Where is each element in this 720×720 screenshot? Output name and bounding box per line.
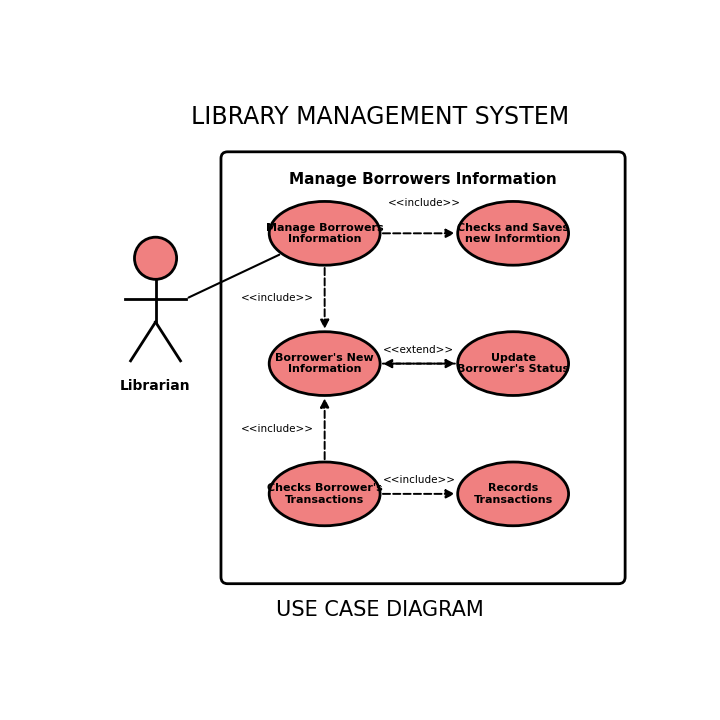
Text: Update
Borrower's Status: Update Borrower's Status bbox=[457, 353, 570, 374]
Text: <<include>>: <<include>> bbox=[382, 475, 455, 485]
Text: <<extend>>: <<extend>> bbox=[383, 345, 454, 355]
Text: Records
Transactions: Records Transactions bbox=[474, 483, 553, 505]
Text: Manage Borrowers
Information: Manage Borrowers Information bbox=[266, 222, 384, 244]
Text: LIBRARY MANAGEMENT SYSTEM: LIBRARY MANAGEMENT SYSTEM bbox=[191, 105, 569, 129]
FancyBboxPatch shape bbox=[221, 152, 625, 584]
Text: Borrower's New
Information: Borrower's New Information bbox=[275, 353, 374, 374]
Text: Manage Borrowers Information: Manage Borrowers Information bbox=[289, 172, 557, 187]
Text: Checks and Saves
new Informtion: Checks and Saves new Informtion bbox=[457, 222, 569, 244]
Text: Librarian: Librarian bbox=[120, 379, 191, 393]
Ellipse shape bbox=[269, 332, 380, 395]
Circle shape bbox=[135, 237, 176, 279]
Text: USE CASE DIAGRAM: USE CASE DIAGRAM bbox=[276, 600, 484, 621]
Text: Checks Borrower's
Transactions: Checks Borrower's Transactions bbox=[267, 483, 382, 505]
Ellipse shape bbox=[269, 462, 380, 526]
Ellipse shape bbox=[458, 462, 569, 526]
Text: <<include>>: <<include>> bbox=[388, 198, 461, 208]
Ellipse shape bbox=[458, 202, 569, 265]
Ellipse shape bbox=[458, 332, 569, 395]
Text: <<include>>: <<include>> bbox=[241, 424, 314, 433]
Text: <<include>>: <<include>> bbox=[241, 294, 314, 303]
Ellipse shape bbox=[269, 202, 380, 265]
